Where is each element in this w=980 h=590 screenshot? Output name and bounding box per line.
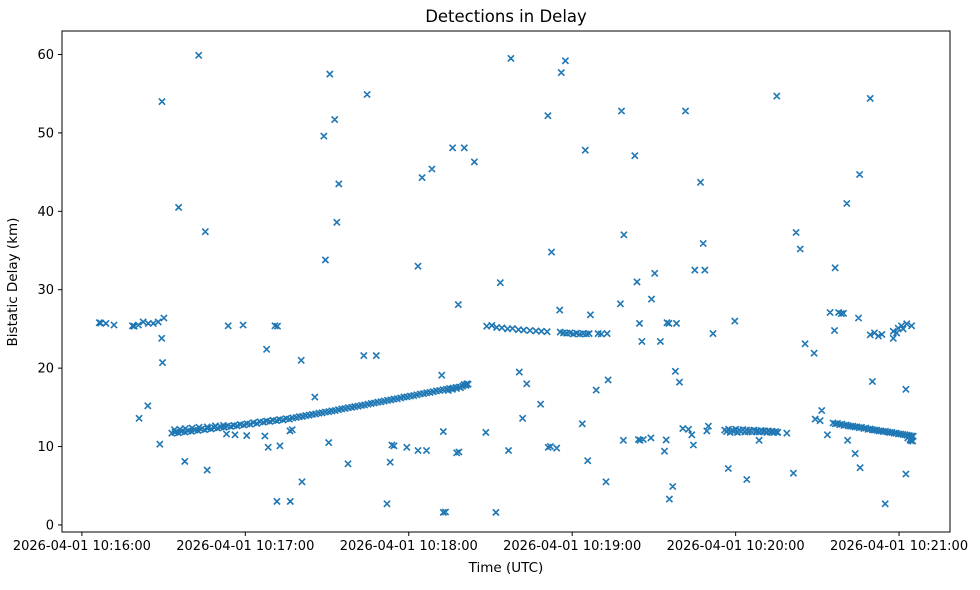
series-rising-track-1016-1018 — [168, 380, 472, 440]
y-axis: 0 10 20 30 40 50 60 — [37, 48, 62, 533]
x-tick-label: 2026-04-01 10:21:00 — [830, 539, 968, 554]
y-tick-label: 50 — [37, 126, 54, 141]
chart-title: Detections in Delay — [425, 7, 587, 26]
series-track-25km-1018-1019 — [483, 321, 611, 338]
plot-border — [61, 30, 951, 533]
series-horizontal-track-12km-1020 — [721, 425, 782, 437]
y-tick-label: 20 — [37, 362, 54, 377]
x-tick-label: 2026-04-01 10:18:00 — [340, 539, 478, 554]
series-sparse-detections — [95, 51, 916, 517]
x-tick-label: 2026-04-01 10:19:00 — [503, 539, 641, 554]
y-tick-label: 0 — [46, 518, 54, 533]
y-tick-label: 10 — [37, 440, 54, 455]
y-tick-label: 60 — [37, 48, 54, 63]
x-tick-label: 2026-04-01 10:20:00 — [667, 539, 805, 554]
series-descending-track-1020-1021 — [829, 419, 917, 445]
x-tick-label: 2026-04-01 10:16:00 — [13, 539, 151, 554]
y-tick-label: 30 — [37, 283, 54, 298]
x-axis: 2026-04-01 10:16:00 2026-04-01 10:17:00 20… — [13, 532, 968, 554]
y-tick-label: 40 — [37, 205, 54, 220]
x-axis-label: Time (UTC) — [468, 560, 544, 576]
x-tick-label: 2026-04-01 10:17:00 — [176, 539, 314, 554]
